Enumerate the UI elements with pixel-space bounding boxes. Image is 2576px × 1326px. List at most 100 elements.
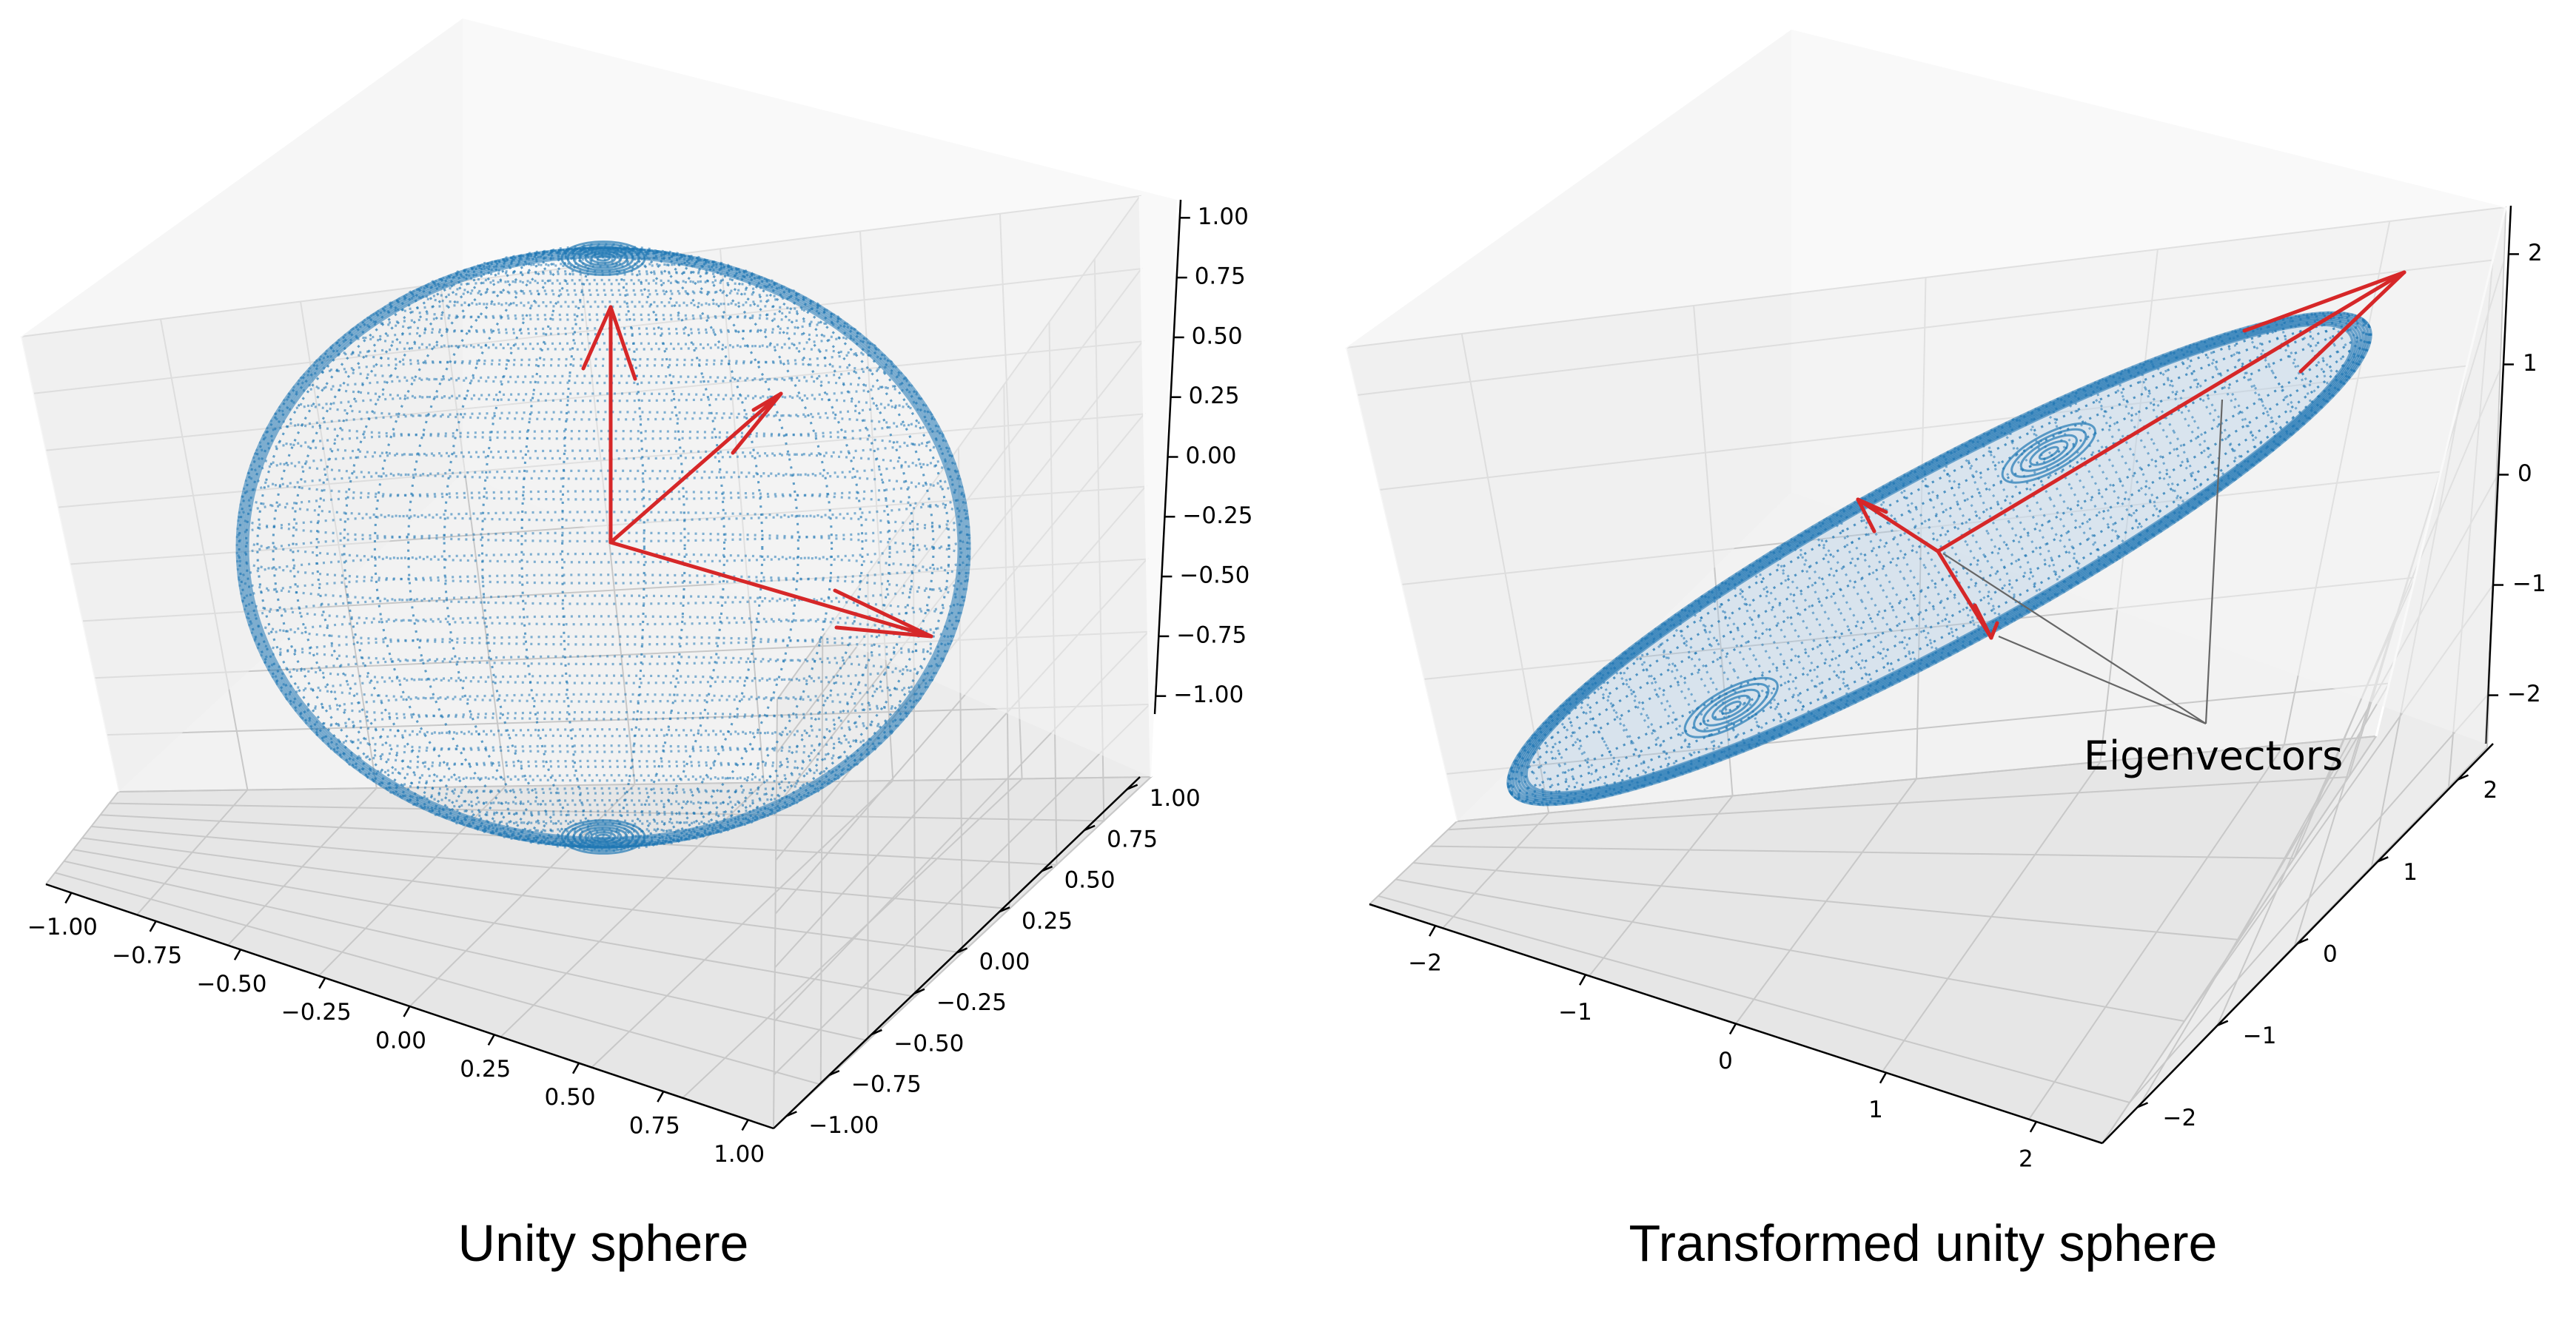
vector-3-head [581, 305, 613, 371]
x-tick-label: 1.00 [714, 1141, 765, 1168]
ellipsoid-ring [1738, 568, 1827, 720]
ellipsoid-ring [1902, 471, 1998, 634]
x-tick-label: 1 [1868, 1097, 1883, 1123]
ellipsoid-outline [1509, 312, 2370, 805]
x-tick [318, 977, 326, 989]
x-tick [741, 1119, 749, 1131]
ellipsoid-outline [1512, 314, 2367, 803]
y-tick [871, 1029, 882, 1036]
sphere-pole-ring [590, 831, 617, 843]
left-back-pane [21, 18, 463, 792]
sphere-pole-ring [596, 255, 611, 262]
x-tick [2029, 1121, 2037, 1133]
ellipsoid-fill [1508, 312, 2371, 805]
vector-2-head [751, 391, 783, 412]
sphere-pole-ring [590, 252, 617, 264]
annotation-line [2204, 399, 2224, 724]
sphere-pole-ring [566, 243, 640, 274]
y-tick-label: −2 [2163, 1105, 2197, 1131]
z-tick-label: −2 [2507, 681, 2541, 707]
eigenvector-2-head [1856, 497, 1888, 514]
sphere-meridian [561, 246, 645, 849]
y-tick-label: 0.50 [1064, 867, 1116, 894]
y-tick [913, 988, 925, 994]
sphere-meridian [315, 246, 891, 849]
floor-pane [46, 777, 1151, 1128]
z-tick-label: −1 [2512, 571, 2546, 597]
ellipsoid-ring [1945, 449, 2039, 611]
ellipsoid-ring [1531, 733, 1574, 805]
z-tick-label: 0.25 [1189, 383, 1240, 409]
y-tick [828, 1070, 840, 1077]
ellipsoid-ring [1515, 754, 1547, 807]
eigenvector-2-shaft [1856, 497, 1940, 553]
sphere-meridian [343, 246, 864, 849]
z-tick-label: −0.50 [1179, 562, 1250, 589]
x-tick-label: 0.50 [545, 1084, 596, 1111]
eigenvectors-annotation: Eigenvectors [1942, 399, 2343, 779]
y-tick-label: 2 [2483, 777, 2498, 804]
vector-2 [608, 391, 783, 545]
caption-unity-sphere: Unity sphere [457, 1214, 749, 1272]
ellipsoid-outline [1520, 320, 2359, 798]
annotation-line [1942, 553, 2207, 724]
ellipsoid-pole-ring [1720, 700, 1742, 715]
y-tick [1042, 865, 1053, 872]
ellipsoid-pole-ring [1711, 694, 1751, 721]
y-tick-label: −0.25 [936, 989, 1007, 1016]
ellipsoid-surface [1506, 311, 2372, 807]
vector-1-shaft [608, 540, 933, 639]
vector-1-head [834, 625, 933, 639]
y-tick-label: −1 [2243, 1023, 2277, 1049]
vector-3-head [608, 305, 637, 381]
sphere-meridian [272, 246, 935, 849]
ellipsoid-pole-ring [1702, 688, 1760, 727]
vector-2-head [731, 391, 783, 455]
x-tick-label: −0.75 [112, 942, 182, 969]
z-tick-label: 0.00 [1186, 442, 1237, 469]
sphere-meridian [315, 246, 891, 849]
x-tick [1879, 1072, 1888, 1084]
y-tick-label: 0.75 [1107, 826, 1158, 852]
x-tick [1429, 925, 1437, 937]
x-tick [657, 1091, 665, 1103]
y-tick [1084, 824, 1096, 831]
z-tick-label: 0.50 [1192, 323, 1243, 349]
sphere-plot: −1.00 −0.75 −0.50 −0.25 0.00 0.25 0.50 0.75 1.00… [19, 17, 1252, 1168]
right-back-pane [1791, 30, 2506, 744]
eigenvector-3-head [1989, 621, 1999, 640]
y-tick-label: 1 [2403, 859, 2418, 886]
y-tick [2377, 856, 2389, 863]
sphere-pole-ring [572, 245, 634, 272]
x-tick-label: −1 [1558, 999, 1592, 1026]
y-tick-label: −1.00 [808, 1112, 879, 1139]
x-tick-label: 0 [1718, 1048, 1733, 1074]
sphere-meridian [292, 246, 915, 849]
x-tick-label: −0.50 [196, 971, 266, 997]
ellipsoid-ring [2256, 322, 2314, 420]
y-tick-label: 0.00 [979, 949, 1030, 975]
x-tick-label: −2 [1408, 950, 1442, 977]
right-back-pane [463, 18, 1177, 777]
y-tick [2217, 1020, 2229, 1026]
y-tick [2137, 1102, 2149, 1108]
sphere-meridian [292, 246, 915, 849]
y-tick-label: −0.75 [851, 1071, 922, 1098]
vector-2-shaft [608, 391, 783, 545]
ellipsoid-pole-ring [2038, 445, 2059, 460]
ellipsoid-pole-ring [2029, 440, 2069, 466]
ellipsoid-pole-ring [2019, 434, 2078, 472]
eigenvector-3 [1936, 549, 1999, 640]
x-tick [1728, 1023, 1737, 1035]
sphere-pole-ring [584, 249, 623, 267]
eigenvector-1-head [2242, 270, 2406, 333]
ellipsoid-pole-ring [2001, 422, 2096, 484]
sphere-outline [246, 256, 960, 839]
sphere-surface [235, 240, 971, 855]
sphere-meridian [443, 246, 764, 849]
y-tick [785, 1111, 797, 1117]
y-tick [956, 947, 967, 954]
y-tick-label: 1.00 [1150, 785, 1201, 812]
y-tick [2297, 938, 2309, 945]
